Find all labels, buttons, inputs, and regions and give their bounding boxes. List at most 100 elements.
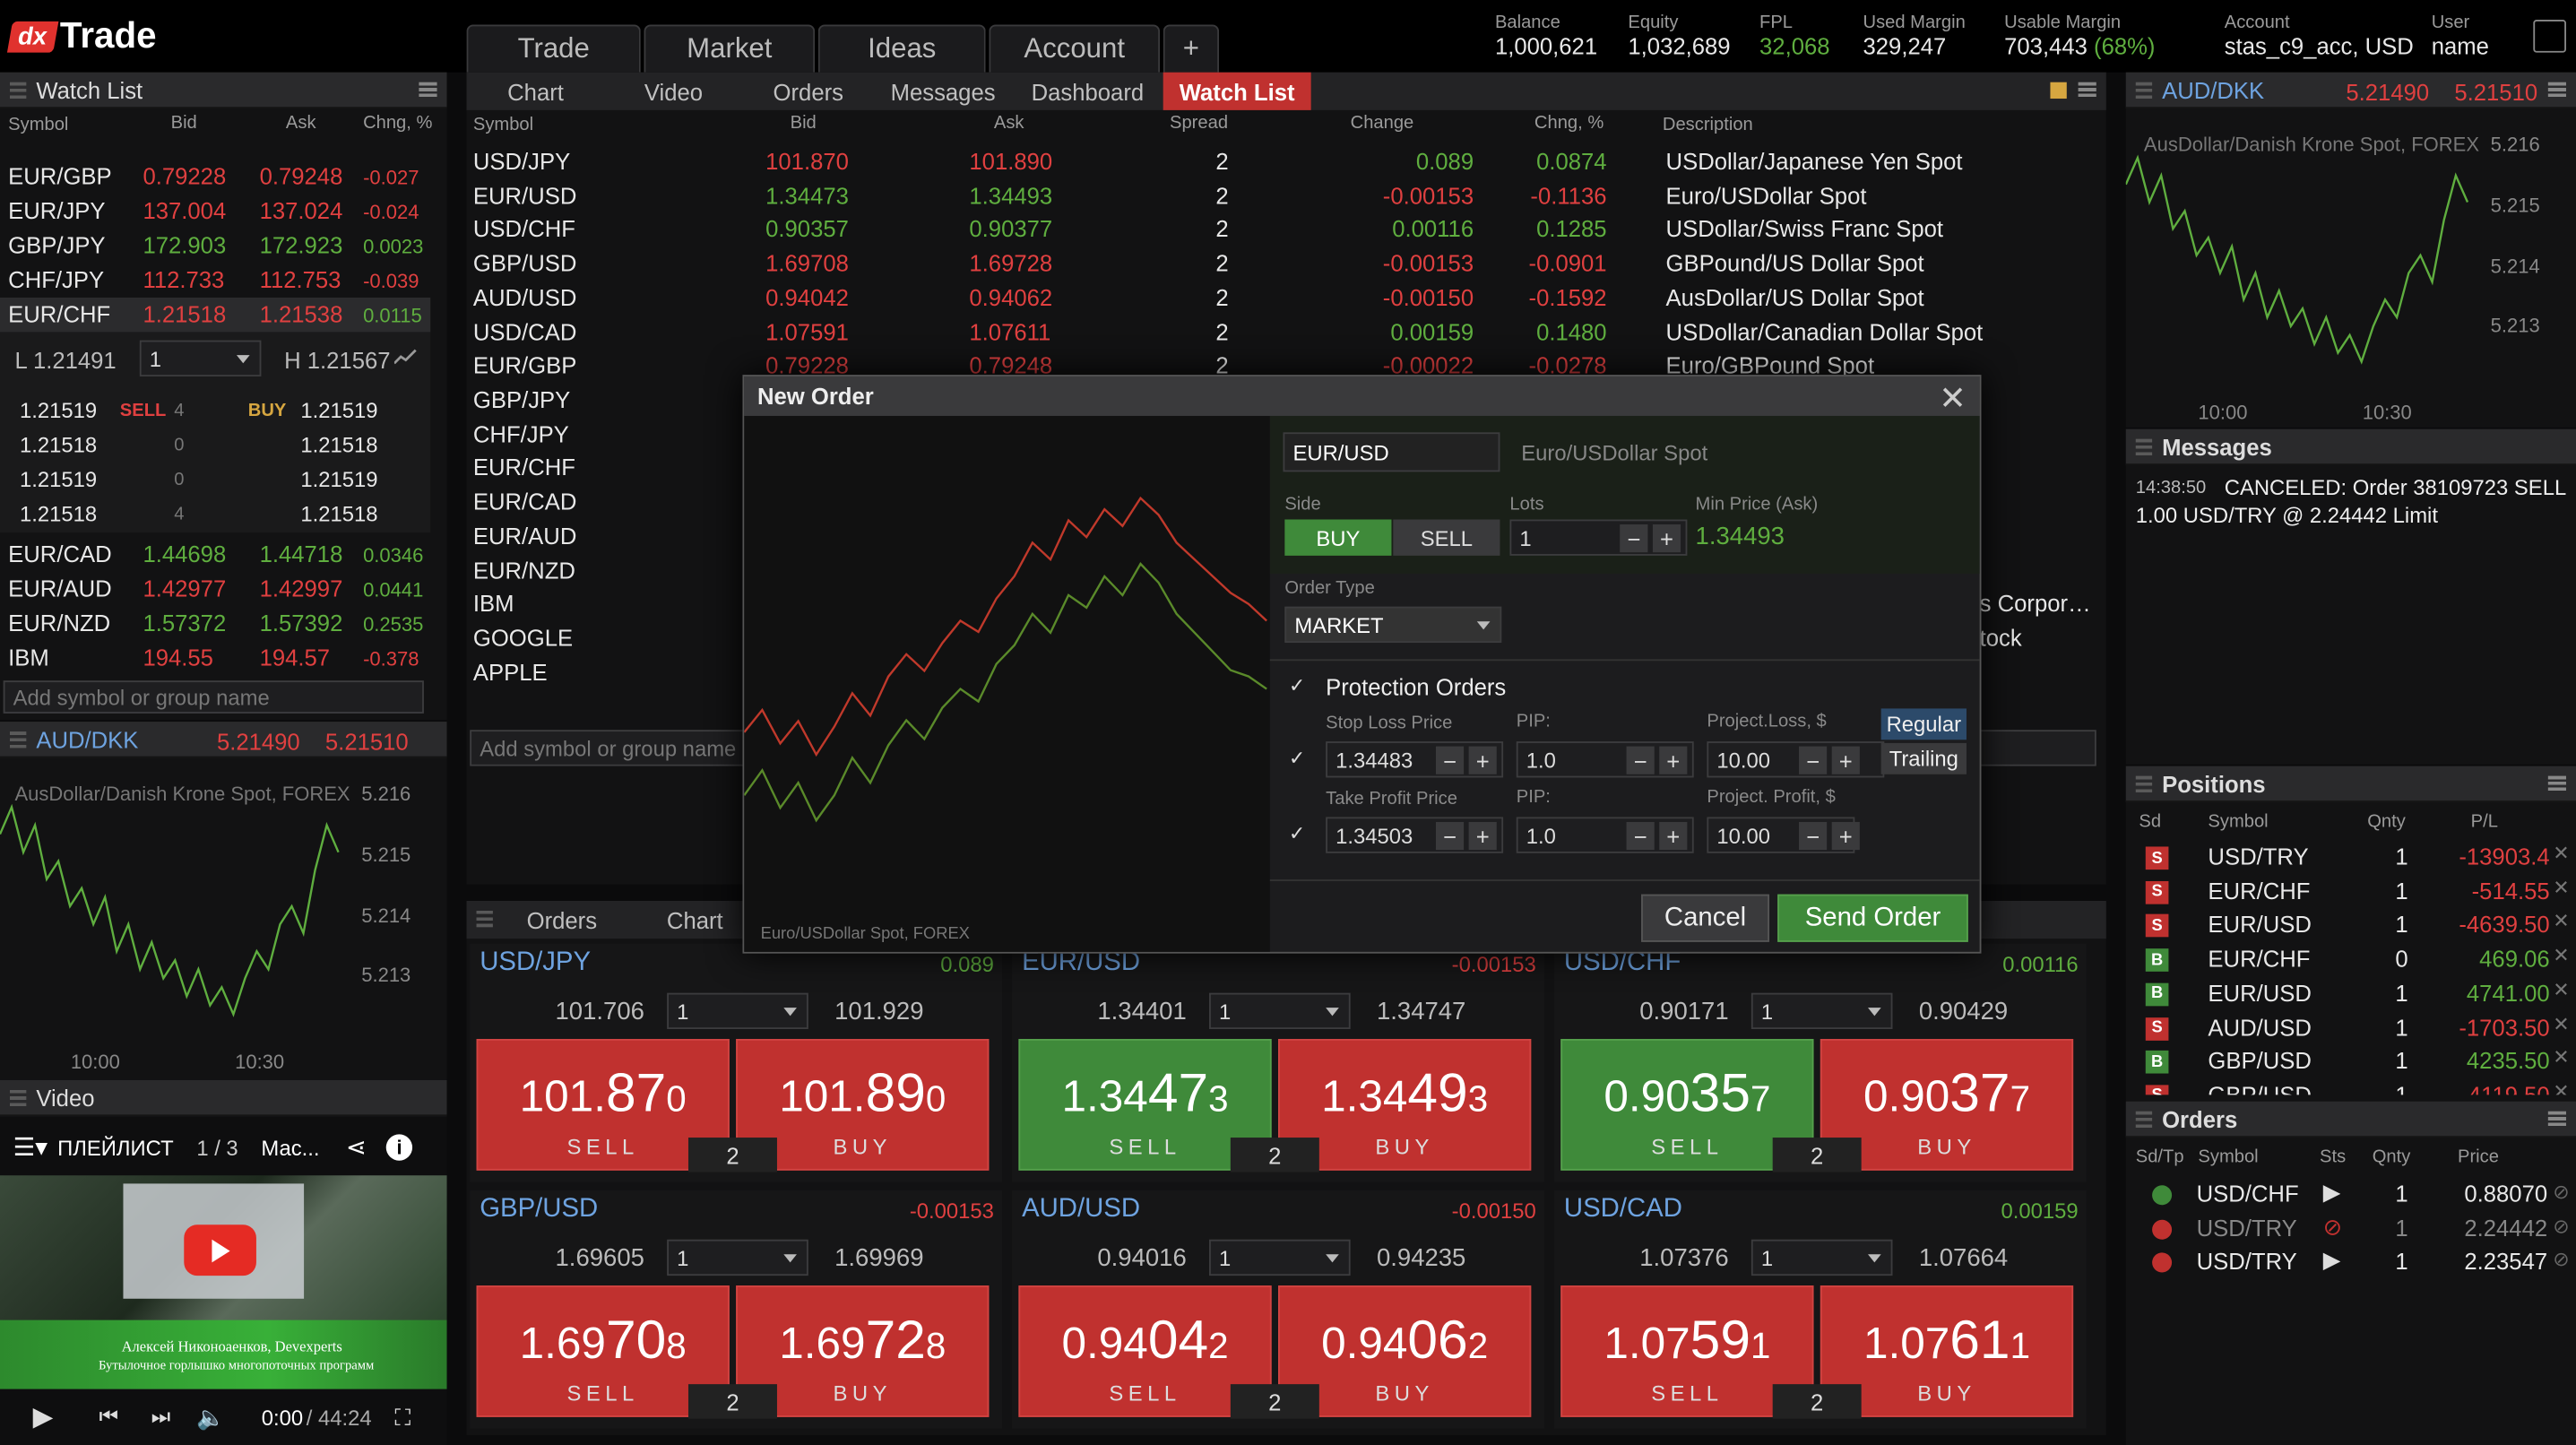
buy-button[interactable]: 1.07611 BUY [1820, 1285, 2074, 1417]
price-line-chart[interactable] [2125, 115, 2576, 427]
table-row[interactable]: USD/CHF 0.90357 0.90377 2 0.00116 0.1285 USDol… [467, 216, 2106, 249]
send-order-button[interactable]: Send Order [1777, 894, 1968, 942]
watchlist-row[interactable]: EUR/JPY 137.004 137.024 -0.024 [0, 194, 430, 229]
col-bid[interactable]: Bid [790, 113, 817, 134]
note-icon[interactable] [2050, 82, 2067, 100]
video-name[interactable]: Мас... [261, 1135, 320, 1160]
sell-toggle[interactable]: SELL [1393, 519, 1500, 556]
col-side-type[interactable]: Sd/Tp [2135, 1147, 2184, 1168]
col-change-pct[interactable]: Chng, % [1534, 113, 1604, 134]
table-row[interactable]: EUR/CAD [467, 489, 2106, 522]
symbol-input[interactable]: EUR/USD [1283, 432, 1500, 472]
buy-button[interactable]: 1.34493 BUY [1277, 1039, 1532, 1171]
tab-video[interactable]: Video [644, 78, 704, 105]
pprofit-decrement[interactable]: − [1799, 821, 1828, 851]
close-icon[interactable]: ✕ [1939, 381, 1967, 418]
ploss-decrement[interactable]: − [1799, 746, 1828, 774]
menu-icon[interactable] [2547, 82, 2566, 98]
drag-handle-icon[interactable] [9, 1088, 27, 1106]
tab-messages[interactable]: Messages [890, 78, 996, 105]
tile-quantity-select[interactable]: 1 [1209, 1239, 1351, 1276]
sl-decrement[interactable]: − [1435, 746, 1465, 774]
menu-icon[interactable] [2078, 82, 2096, 98]
tile-quantity-select[interactable]: 1 [1750, 992, 1893, 1030]
drag-handle-icon[interactable] [9, 81, 27, 99]
close-icon[interactable]: ✕ [2553, 977, 2570, 1001]
watchlist-row[interactable]: CHF/JPY 112.733 112.753 -0.039 [0, 263, 430, 298]
drag-handle-icon[interactable] [2135, 774, 2153, 792]
lots-increment[interactable]: + [1652, 524, 1681, 553]
table-row[interactable]: USD/CAD 1.07591 1.07611 2 0.00159 0.1480 USDol… [467, 318, 2106, 351]
col-change[interactable]: Chng, % [363, 113, 433, 134]
playlist-label[interactable]: ПЛЕЙЛИСТ [57, 1135, 174, 1160]
col-price[interactable]: Price [2458, 1147, 2499, 1168]
position-row[interactable]: S GBP/USD 1 -4119.50✕ [2126, 1080, 2576, 1095]
order-row[interactable]: USD/TRY ⊘ 1 2.24442 ⊘ [2126, 1213, 2576, 1246]
layout-icon[interactable] [2533, 20, 2566, 53]
projected-profit-input[interactable]: 10.00 [1707, 817, 1855, 853]
menu-icon[interactable] [2547, 775, 2566, 792]
col-ask[interactable]: Ask [993, 113, 1024, 134]
lots-decrement[interactable]: − [1620, 524, 1648, 553]
volume-icon[interactable]: 🔈 [196, 1403, 226, 1430]
table-row[interactable]: CHF/JPY [467, 420, 2106, 454]
playlist-icon[interactable]: ☰▾ [13, 1134, 48, 1163]
dialog-chart[interactable]: Euro/USDollar Spot, FOREX [743, 415, 1270, 952]
sell-button[interactable]: 0.90357 SELL [1560, 1039, 1814, 1171]
table-row[interactable]: EUR/GBP 0.79228 0.79248 2 -0.00022 -0.0278 Eur… [467, 352, 2106, 385]
tp-pip-increment[interactable]: + [1659, 821, 1688, 851]
tile-quantity-select[interactable]: 1 [1750, 1239, 1893, 1276]
tab-chart[interactable]: Chart [507, 78, 564, 105]
drag-handle-icon[interactable] [2135, 437, 2153, 455]
tile-symbol[interactable]: USD/JPY [480, 948, 592, 977]
regular-toggle[interactable]: Regular [1880, 708, 1967, 740]
col-description[interactable]: Description [1662, 115, 1753, 135]
close-icon[interactable]: ✕ [2553, 1079, 2570, 1095]
tile-symbol[interactable]: USD/CAD [1563, 1195, 1682, 1224]
table-row[interactable]: EUR/NZD [467, 557, 2106, 590]
drag-handle-icon[interactable] [2135, 1110, 2153, 1128]
table-row[interactable]: EUR/CHF [467, 454, 2106, 488]
sell-button[interactable]: 1.07591 SELL [1560, 1285, 1814, 1417]
tile-symbol[interactable]: AUD/USD [1022, 1195, 1141, 1224]
fullscreen-icon[interactable]: ⛶ [394, 1403, 411, 1430]
sl-pip-increment[interactable]: + [1659, 746, 1688, 774]
take-profit-checkbox[interactable]: ✓ [1288, 821, 1306, 845]
col-bid[interactable]: Bid [170, 113, 197, 134]
position-row[interactable]: B EUR/CHF 0 469.06 ✕ [2126, 944, 2576, 977]
buy-button[interactable]: 0.94062 BUY [1277, 1285, 1532, 1417]
quantity-select[interactable]: 1 [139, 340, 262, 376]
next-icon[interactable]: ⏭ [151, 1404, 171, 1429]
order-type-select[interactable]: MARKET [1284, 606, 1502, 644]
table-row[interactable]: GBP/JPY [467, 386, 2106, 420]
share-icon[interactable]: ⋖ [345, 1134, 367, 1163]
tab-dashboard[interactable]: Dashboard [1031, 78, 1145, 105]
tab-trade[interactable]: Trade [466, 24, 641, 73]
pprofit-increment[interactable]: + [1831, 821, 1860, 851]
tile-quantity-select[interactable]: 1 [1209, 992, 1351, 1030]
order-row[interactable]: USD/TRY ▶ 1 2.23547 ⊘ [2126, 1247, 2576, 1280]
col-spread[interactable]: Spread [1170, 113, 1229, 134]
tab-chart[interactable]: Chart [666, 906, 723, 933]
tile-quantity-select[interactable]: 1 [667, 1239, 808, 1276]
chart-symbol[interactable]: AUD/DKK [36, 725, 139, 753]
order-row[interactable]: USD/CHF ▶ 1 0.88070 ⊘ [2126, 1179, 2576, 1212]
watchlist-row[interactable]: EUR/AUD 1.42977 1.42997 0.0441 [0, 572, 430, 607]
tab-market[interactable]: Market [644, 24, 816, 73]
sell-button[interactable]: 0.94042 SELL [1018, 1285, 1272, 1417]
col-pl[interactable]: P/L [2470, 811, 2498, 832]
table-row[interactable]: EUR/USD 1.34473 1.34493 2 -0.00153 -0.1136 Eur… [467, 182, 2106, 215]
col-symbol[interactable]: Symbol [2198, 1147, 2259, 1168]
position-row[interactable]: S EUR/CHF 1 -514.55 ✕ [2126, 876, 2576, 909]
sl-pip-decrement[interactable]: − [1626, 746, 1655, 774]
col-symbol[interactable]: Symbol [8, 115, 69, 135]
tab-watchlist[interactable]: Watch List [1163, 72, 1311, 110]
col-status[interactable]: Sts [2320, 1147, 2347, 1168]
col-symbol[interactable]: Symbol [2208, 811, 2269, 832]
close-icon[interactable]: ✕ [2553, 1011, 2570, 1035]
stat-user[interactable]: User name [2431, 13, 2489, 60]
watchlist-row[interactable]: GBP/JPY 172.903 172.923 0.0023 [0, 229, 430, 264]
sell-button[interactable]: 1.34473 SELL [1018, 1039, 1272, 1171]
play-icon[interactable] [184, 1224, 256, 1276]
col-side[interactable]: Sd [2139, 811, 2162, 832]
